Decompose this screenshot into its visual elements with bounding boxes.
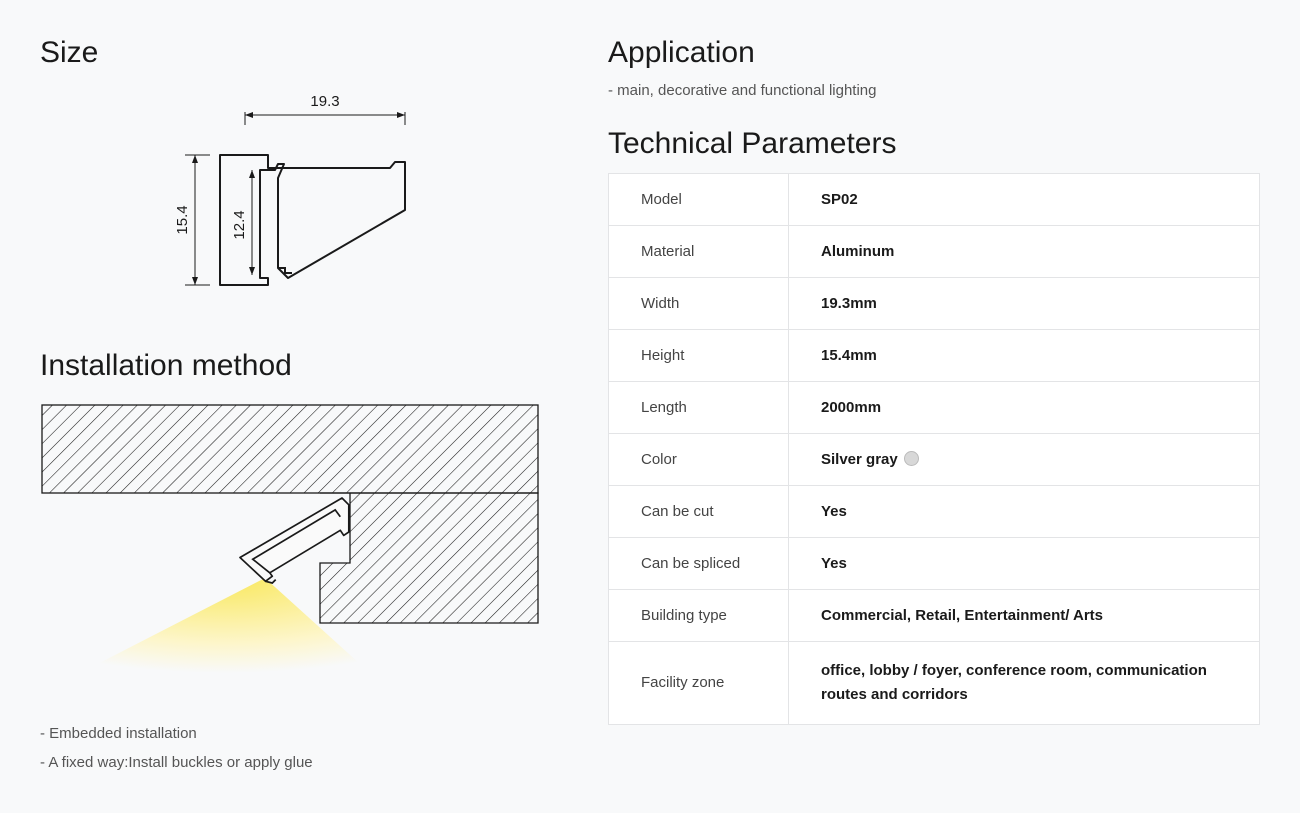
table-row: Height15.4mm (609, 330, 1260, 382)
param-value: Silver gray (789, 434, 1260, 486)
tech-params-heading: Technical Parameters (608, 127, 1260, 161)
param-label: Color (609, 434, 789, 486)
installation-heading: Installation method (40, 349, 560, 383)
param-value: Yes (789, 538, 1260, 590)
application-heading: Application (608, 36, 1260, 70)
param-label: Facility zone (609, 642, 789, 725)
param-label: Width (609, 278, 789, 330)
size-heading: Size (40, 36, 560, 70)
table-row: Length2000mm (609, 382, 1260, 434)
param-value: office, lobby / foyer, conference room, … (789, 642, 1260, 725)
wall-right (320, 493, 538, 623)
application-note: - main, decorative and functional lighti… (608, 82, 1260, 99)
right-column: Application - main, decorative and funct… (608, 36, 1260, 777)
param-label: Can be cut (609, 486, 789, 538)
wall-top (42, 405, 538, 493)
size-diagram: 19.3 15.4 12.4 (160, 90, 440, 320)
color-swatch-icon (904, 451, 919, 466)
table-row: Width19.3mm (609, 278, 1260, 330)
param-label: Can be spliced (609, 538, 789, 590)
param-value: 15.4mm (789, 330, 1260, 382)
table-row: ColorSilver gray (609, 434, 1260, 486)
dim-top: 19.3 (310, 93, 339, 110)
tech-params-table: ModelSP02MaterialAluminumWidth19.3mmHeig… (608, 173, 1260, 725)
param-value: Aluminum (789, 226, 1260, 278)
table-row: Can be splicedYes (609, 538, 1260, 590)
table-row: MaterialAluminum (609, 226, 1260, 278)
param-label: Model (609, 174, 789, 226)
param-value: SP02 (789, 174, 1260, 226)
installation-diagram (40, 403, 540, 683)
table-row: ModelSP02 (609, 174, 1260, 226)
install-note-2: - A fixed way:Install buckles or apply g… (40, 749, 560, 778)
table-row: Can be cutYes (609, 486, 1260, 538)
param-label: Height (609, 330, 789, 382)
table-row: Facility zoneoffice, lobby / foyer, conf… (609, 642, 1260, 725)
param-value: 19.3mm (789, 278, 1260, 330)
param-label: Material (609, 226, 789, 278)
left-column: Size 19.3 15.4 12.4 Ins (40, 36, 560, 777)
param-value: Commercial, Retail, Entertainment/ Arts (789, 590, 1260, 642)
param-label: Building type (609, 590, 789, 642)
param-label: Length (609, 382, 789, 434)
dim-left-outer: 15.4 (174, 205, 191, 234)
param-value: 2000mm (789, 382, 1260, 434)
param-value: Yes (789, 486, 1260, 538)
table-row: Building typeCommercial, Retail, Enterta… (609, 590, 1260, 642)
dim-left-inner: 12.4 (231, 210, 248, 239)
install-note-1: - Embedded installation (40, 720, 560, 749)
page-root: Size 19.3 15.4 12.4 Ins (0, 0, 1300, 813)
